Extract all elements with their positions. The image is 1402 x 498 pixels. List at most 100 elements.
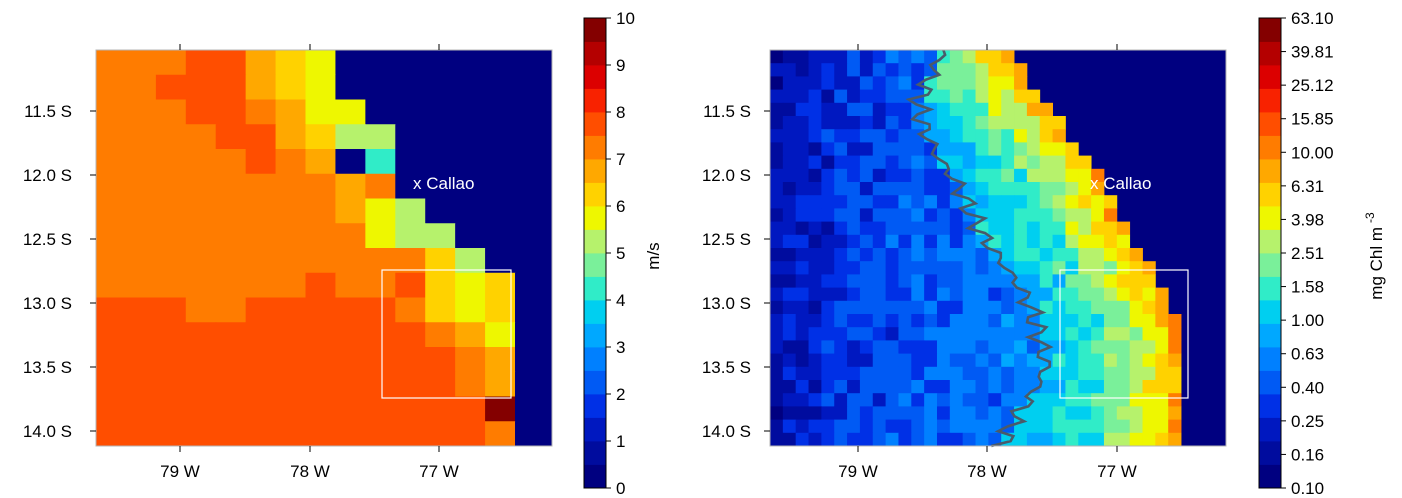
chl-heatmap-cell <box>859 300 874 315</box>
chl-heatmap-cell <box>782 419 797 434</box>
wind-heatmap-cell <box>185 297 217 323</box>
chl-heatmap-cell <box>1039 142 1053 156</box>
chl-colorbar-swatch <box>1259 276 1281 301</box>
chl-heatmap-cell <box>1116 287 1131 302</box>
chl-heatmap-cell <box>988 63 1002 77</box>
chl-study-box <box>1059 269 1189 399</box>
chl-heatmap-cell <box>911 380 925 394</box>
chl-colorbar-swatch <box>1259 441 1281 465</box>
chl-colorbar-tick-label: 10.00 <box>1291 143 1334 162</box>
wind-heatmap-cell <box>275 396 306 422</box>
chl-heatmap-cell <box>1142 419 1156 434</box>
wind-heatmap-cell <box>365 223 396 249</box>
chl-heatmap-cell <box>936 195 951 209</box>
chl-heatmap-cell <box>1026 208 1041 222</box>
chl-heatmap-cell <box>847 300 861 315</box>
wind-heatmap-cell <box>96 124 127 150</box>
chl-heatmap-cell <box>949 221 964 236</box>
chl-heatmap-cell <box>949 380 964 394</box>
wind-colorbar-tick-label: 10 <box>616 9 635 28</box>
chl-heatmap-cell <box>859 221 874 236</box>
chl-heatmap-cell <box>795 195 809 209</box>
chl-heatmap-cell <box>847 393 861 407</box>
chl-heatmap-cell <box>1065 314 1079 328</box>
chl-heatmap-cell <box>859 155 874 170</box>
wind-heatmap-cell <box>305 99 336 125</box>
chl-heatmap-cell <box>1001 89 1015 104</box>
chl-heatmap-cell <box>975 116 989 130</box>
chl-heatmap-cell <box>949 353 964 368</box>
chl-heatmap-cell <box>936 234 951 249</box>
chl-heatmap-cell <box>1014 340 1028 354</box>
wind-heatmap-cell <box>155 149 187 175</box>
chl-heatmap-cell <box>808 248 822 262</box>
chl-heatmap-cell <box>808 300 822 315</box>
chl-heatmap-cell <box>936 182 951 196</box>
chl-colorbar-swatch <box>1259 253 1281 277</box>
chl-heatmap-cell <box>847 50 861 64</box>
chl-heatmap-cell <box>885 129 899 143</box>
chl-heatmap-cell <box>911 142 925 156</box>
wind-colorbar-swatch <box>584 417 606 442</box>
chl-heatmap-cell <box>1039 155 1053 170</box>
chl-heatmap-cell <box>1103 195 1118 209</box>
chl-heatmap-cell <box>1078 327 1092 341</box>
chl-heatmap-cell <box>936 432 951 447</box>
chl-heatmap-cell <box>988 274 1002 288</box>
chl-heatmap-cell <box>885 419 899 434</box>
chl-heatmap-cell <box>1091 353 1105 368</box>
chl-heatmap-cell <box>911 182 925 196</box>
chl-heatmap-cell <box>795 406 809 420</box>
chl-heatmap-cell <box>795 419 809 434</box>
chl-colorbar-tick-label: 1.00 <box>1291 311 1324 330</box>
chl-heatmap-cell <box>1052 129 1066 143</box>
chl-heatmap-cell <box>821 366 835 381</box>
chl-heatmap-cell <box>1129 314 1143 328</box>
chl-heatmap-cell <box>898 221 912 236</box>
chl-heatmap-cell <box>770 353 784 368</box>
chl-heatmap-cell <box>1014 195 1028 209</box>
chl-heatmap-cell <box>1168 327 1182 341</box>
wind-colorbar-swatch <box>584 18 606 42</box>
chl-heatmap-cell <box>808 63 822 77</box>
chl-heatmap-cell <box>1052 406 1066 420</box>
chl-x-tick-label: 77 W <box>1097 462 1137 481</box>
wind-heatmap-cell <box>215 272 247 298</box>
chl-heatmap-cell <box>795 155 809 170</box>
chl-heatmap-cell <box>962 63 976 77</box>
chl-heatmap-cell <box>1091 182 1105 196</box>
chl-heatmap-cell <box>962 274 976 288</box>
chl-heatmap-cell <box>885 432 899 447</box>
chl-heatmap-cell <box>885 287 899 302</box>
chl-heatmap-cell <box>975 168 989 183</box>
wind-heatmap-cell <box>425 272 456 298</box>
chl-heatmap-cell <box>770 142 784 156</box>
chl-heatmap-cell <box>1014 261 1028 275</box>
chl-heatmap-cell <box>808 195 822 209</box>
wind-heatmap-cell <box>305 347 336 373</box>
chl-heatmap-cell <box>1039 327 1053 341</box>
chl-heatmap-cell <box>1039 432 1053 447</box>
chl-heatmap-cell <box>975 366 989 381</box>
chl-heatmap-cell <box>1026 340 1041 354</box>
chl-heatmap-cell <box>834 406 848 420</box>
chl-heatmap-cell <box>936 63 951 77</box>
wind-heatmap-cell <box>245 421 277 447</box>
chl-heatmap-cell <box>898 327 912 341</box>
wind-heatmap-cell <box>515 173 546 199</box>
wind-colorbar-swatch <box>584 253 606 277</box>
wind-heatmap-cell <box>335 322 366 348</box>
chl-heatmap-cell <box>988 102 1002 117</box>
chl-heatmap-cell <box>834 327 848 341</box>
chl-heatmap-cell <box>1001 353 1015 368</box>
wind-heatmap-cell <box>485 223 516 249</box>
wind-colorbar-swatch <box>584 65 606 89</box>
chl-heatmap-cell <box>962 142 976 156</box>
chl-heatmap-cell <box>795 208 809 222</box>
chl-heatmap-cell <box>988 287 1002 302</box>
chl-heatmap-cell <box>1078 366 1092 381</box>
chl-heatmap-cell <box>872 102 887 117</box>
chl-heatmap-cell <box>936 208 951 222</box>
chl-heatmap-cell <box>795 366 809 381</box>
chl-heatmap-cell <box>975 155 989 170</box>
